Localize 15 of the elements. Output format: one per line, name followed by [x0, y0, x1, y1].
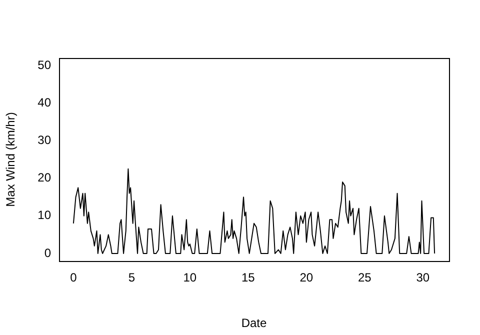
x-tick-label: 25	[358, 270, 372, 285]
x-tick-label: 20	[300, 270, 314, 285]
y-tick-label: 20	[38, 170, 52, 185]
y-axis-title: Max Wind (km/hr)	[4, 112, 18, 207]
y-tick-label: 30	[38, 133, 52, 148]
x-axis-title: Date	[241, 316, 267, 330]
x-tick-label: 30	[416, 270, 430, 285]
x-tick-label: 10	[183, 270, 197, 285]
y-tick-label: 50	[38, 58, 52, 72]
y-tick-label: 10	[38, 208, 52, 222]
x-tick-label: 0	[70, 270, 78, 285]
x-tick-label: 5	[128, 270, 136, 285]
x-tick-label: 15	[241, 270, 256, 285]
y-tick-label: 40	[38, 95, 52, 110]
y-tick-label: 0	[44, 246, 52, 260]
